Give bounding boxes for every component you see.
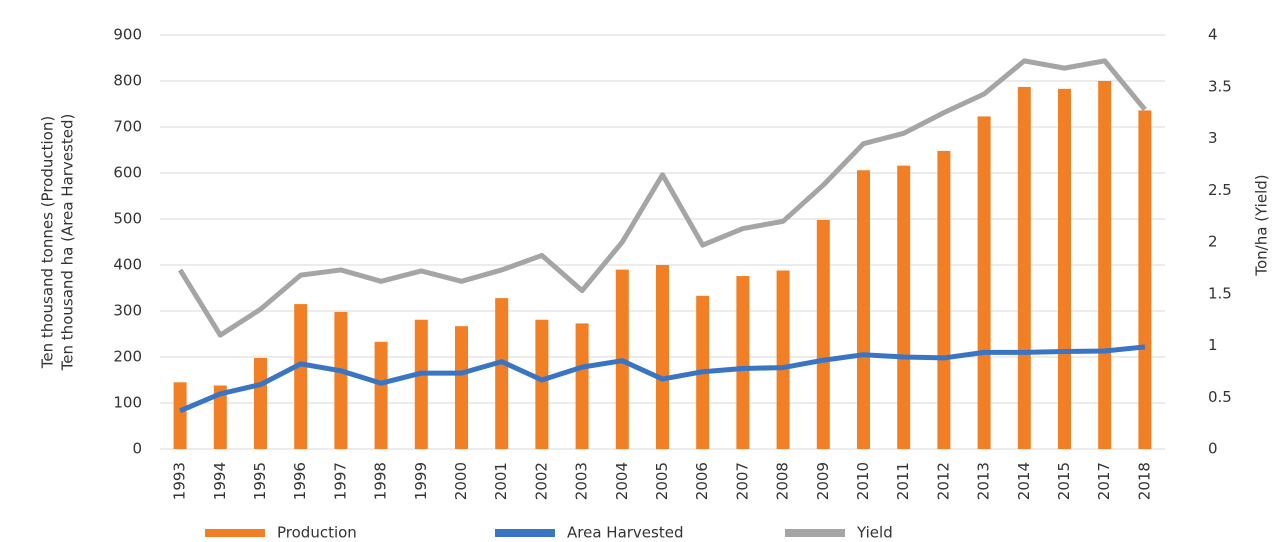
bar xyxy=(857,170,870,450)
y-tick-label: 100 xyxy=(113,394,142,412)
y2-tick-label: 3.5 xyxy=(1208,77,1232,95)
bar xyxy=(374,341,388,449)
x-tick-label: 2002 xyxy=(532,462,550,500)
y-axis-title: Ten thousand tonnes (Production) xyxy=(39,116,57,369)
legend-swatch xyxy=(785,529,845,537)
x-tick-label: 2005 xyxy=(653,462,671,500)
legend-label: Production xyxy=(277,524,357,542)
bar xyxy=(455,326,468,449)
x-tick-label: 1995 xyxy=(251,462,269,500)
line xyxy=(179,344,1146,414)
bar xyxy=(656,265,669,449)
x-tick-label: 1993 xyxy=(171,462,189,500)
x-tick-label: 2007 xyxy=(733,462,751,500)
x-tick-label: 2018 xyxy=(1135,462,1153,500)
x-tick-label: 2013 xyxy=(975,462,993,500)
bar xyxy=(575,323,589,449)
x-tick-label: 2000 xyxy=(452,462,470,500)
bar xyxy=(294,304,308,449)
y2-tick-label: 4 xyxy=(1208,26,1218,44)
bar xyxy=(254,357,267,449)
legend-swatch xyxy=(205,529,265,537)
x-tick-label: 1994 xyxy=(211,462,229,500)
y-tick-label: 200 xyxy=(113,348,142,366)
x-tick-label: 2014 xyxy=(1015,462,1033,500)
y2-tick-label: 1 xyxy=(1208,336,1218,354)
bar xyxy=(1138,110,1152,449)
x-tick-label: 2001 xyxy=(492,462,510,500)
x-tick-label: 2003 xyxy=(573,462,591,500)
bar xyxy=(173,382,187,449)
bar xyxy=(1017,86,1031,449)
bar xyxy=(1098,81,1112,449)
bar xyxy=(977,116,991,450)
y-axis-title: Ten thousand ha (Area Harvested) xyxy=(59,114,77,372)
y2-tick-label: 1.5 xyxy=(1208,284,1232,302)
y-tick-label: 800 xyxy=(113,72,142,90)
y-tick-label: 0 xyxy=(132,440,142,458)
y2-tick-label: 0.5 xyxy=(1208,388,1232,406)
bar xyxy=(334,311,348,449)
x-tick-label: 2006 xyxy=(693,462,711,500)
x-tick-label: 1996 xyxy=(291,462,309,500)
y2-tick-label: 2 xyxy=(1208,233,1218,251)
x-tick-label: 2012 xyxy=(934,462,952,500)
bar xyxy=(897,165,911,449)
y2-tick-label: 2.5 xyxy=(1208,181,1232,199)
x-tick-label: 2011 xyxy=(894,462,912,500)
bar xyxy=(736,276,750,449)
y-tick-label: 300 xyxy=(113,302,142,320)
legend-label: Yield xyxy=(856,524,893,542)
y-tick-label: 600 xyxy=(113,164,142,182)
y2-axis-title: Ton/ha (Yield) xyxy=(1253,174,1271,276)
bar xyxy=(535,319,549,449)
bar xyxy=(213,385,227,449)
y-tick-label: 500 xyxy=(113,210,142,228)
bar xyxy=(495,298,509,449)
x-tick-label: 2015 xyxy=(1055,462,1073,500)
x-tick-label: 2010 xyxy=(854,462,872,500)
bar xyxy=(414,319,428,449)
x-tick-label: 2004 xyxy=(613,462,631,500)
bar xyxy=(776,270,790,449)
y-tick-label: 400 xyxy=(113,256,142,274)
x-tick-label: 2008 xyxy=(774,462,792,500)
x-tick-label: 1998 xyxy=(372,462,390,500)
y2-tick-label: 3 xyxy=(1208,129,1218,147)
bar xyxy=(937,150,951,450)
x-tick-label: 1997 xyxy=(331,462,349,500)
x-tick-label: 2009 xyxy=(814,462,832,500)
y-tick-label: 700 xyxy=(113,118,142,136)
y-tick-label: 900 xyxy=(113,26,142,44)
bar xyxy=(816,219,830,449)
x-tick-label: 2017 xyxy=(1095,462,1113,500)
legend-label: Area Harvested xyxy=(567,524,683,542)
bar xyxy=(1058,88,1071,449)
line xyxy=(177,58,1147,338)
legend-swatch xyxy=(495,529,555,537)
x-tick-label: 1999 xyxy=(412,462,430,500)
y2-tick-label: 0 xyxy=(1208,440,1218,458)
